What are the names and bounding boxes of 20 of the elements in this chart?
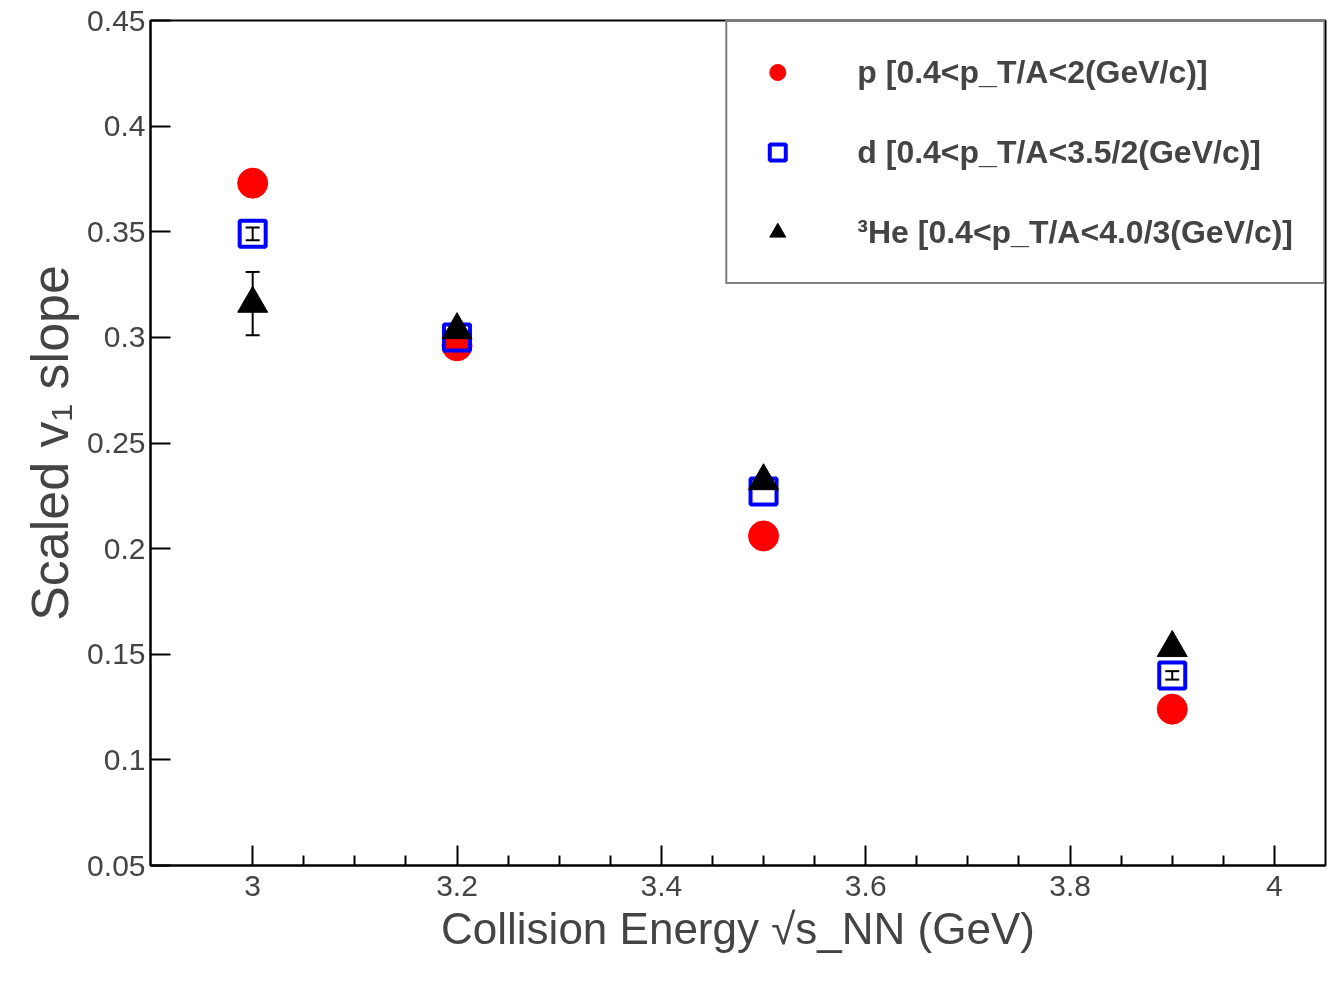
y-tick-label: 0.3 xyxy=(103,320,146,354)
y-tick-label: 0.2 xyxy=(103,531,146,565)
legend-label: d [0.4<p_T/A<3.5/2(GeV/c)] xyxy=(857,133,1261,171)
y-tick-label: 0.45 xyxy=(87,3,146,37)
x-tick-label: 3.6 xyxy=(844,868,887,902)
legend-label: p [0.4<p_T/A<2(GeV/c)] xyxy=(857,53,1208,91)
y-tick-label: 0.15 xyxy=(87,637,146,671)
y-tick-label: 0.1 xyxy=(103,742,146,776)
y-tick-label: 0.05 xyxy=(87,848,146,882)
x-tick-label: 3.2 xyxy=(436,868,478,902)
y-axis-title: Scaled v₁ slope xyxy=(21,265,80,621)
x-tick-label: 3.8 xyxy=(1049,868,1091,902)
x-tick-label: 3 xyxy=(244,868,262,902)
legend-label: ³He [0.4<p_T/A<4.0/3(GeV/c)] xyxy=(857,213,1293,251)
x-axis-title: Collision Energy √s_NN (GeV) xyxy=(441,903,1035,953)
x-tick-label: 3.4 xyxy=(640,868,683,902)
x-tick-label: 4 xyxy=(1266,868,1283,902)
y-tick-label: 0.4 xyxy=(103,109,146,143)
y-tick-label: 0.25 xyxy=(87,426,146,459)
y-tick-label: 0.35 xyxy=(87,214,146,248)
